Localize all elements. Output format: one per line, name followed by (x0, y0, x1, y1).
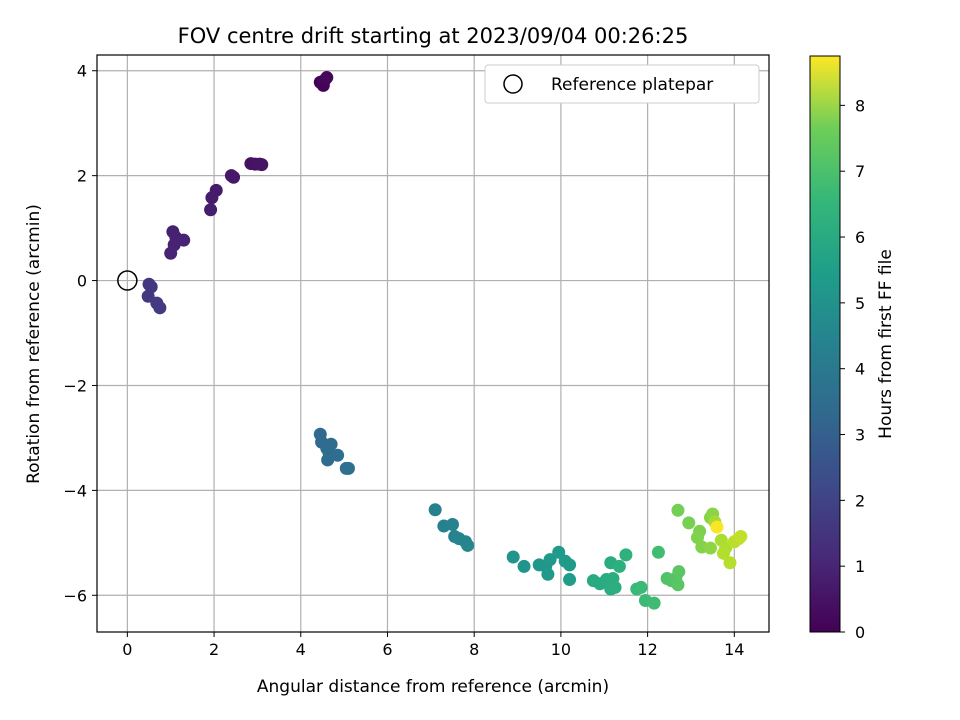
data-point (634, 580, 648, 594)
data-point (153, 301, 167, 315)
chart-title: FOV centre drift starting at 2023/09/04 … (178, 24, 689, 48)
data-point (461, 538, 475, 552)
data-point (647, 596, 661, 610)
y-axis-label: Rotation from reference (arcmin) (24, 204, 44, 484)
x-axis-label: Angular distance from reference (arcmin) (257, 677, 609, 697)
data-point (255, 158, 269, 172)
x-tick-label: 6 (382, 640, 392, 659)
data-point (723, 556, 737, 570)
legend-marker-reference (503, 74, 523, 94)
data-point (682, 516, 696, 530)
colorbar-tick-label: 3 (855, 426, 865, 445)
data-point (204, 203, 218, 217)
data-point (563, 558, 577, 572)
data-point (672, 565, 686, 579)
colorbar-tick-label: 6 (855, 228, 865, 247)
data-point (164, 246, 178, 260)
data-point (619, 548, 633, 562)
data-point (341, 461, 355, 475)
y-axis-ticks: −6 −4 −2 0 2 4 (63, 62, 97, 605)
data-point (428, 503, 442, 517)
x-tick-label: 2 (209, 640, 219, 659)
data-point (608, 580, 622, 594)
grid-lines (97, 55, 769, 632)
colorbar-gradient (809, 55, 841, 633)
data-point (517, 559, 531, 573)
y-tick-label: 4 (77, 62, 87, 81)
data-point (671, 578, 685, 592)
y-tick-label: −4 (63, 481, 87, 500)
y-tick-label: −2 (63, 376, 87, 395)
y-tick-label: 2 (77, 167, 87, 186)
x-tick-label: 14 (724, 640, 744, 659)
data-point (552, 545, 566, 559)
data-point (321, 453, 335, 467)
data-point (205, 191, 219, 205)
data-point (703, 541, 717, 555)
data-points (117, 71, 748, 610)
data-point (320, 71, 334, 85)
data-point (563, 573, 577, 587)
colorbar-tick-label: 7 (855, 162, 865, 181)
reference-platepar-marker (117, 270, 138, 291)
legend-box (484, 64, 760, 104)
data-point (671, 503, 685, 517)
colorbar-tick-label: 8 (855, 96, 865, 115)
plot-frame (96, 54, 770, 633)
legend: Reference platepar (484, 64, 760, 104)
x-tick-label: 8 (469, 640, 479, 659)
x-tick-label: 4 (296, 640, 306, 659)
data-point (331, 448, 345, 462)
x-tick-label: 0 (122, 640, 132, 659)
data-point (446, 517, 460, 531)
x-axis-ticks: 0 2 4 6 8 10 12 14 (122, 632, 744, 659)
colorbar-label: Hours from first FF file (876, 249, 896, 439)
x-tick-label: 10 (551, 640, 571, 659)
y-tick-label: −6 (63, 586, 87, 605)
colorbar-tick-label: 1 (855, 557, 865, 576)
colorbar-ticks: 0 1 2 3 4 5 6 7 8 (840, 96, 865, 642)
data-point (227, 170, 241, 184)
data-point (651, 545, 665, 559)
colorbar-tick-label: 2 (855, 491, 865, 510)
data-point (543, 553, 557, 567)
data-point (612, 559, 626, 573)
data-point (506, 550, 520, 564)
data-point (734, 530, 748, 544)
colorbar-tick-label: 0 (855, 623, 865, 642)
data-point (541, 567, 555, 581)
x-tick-label: 12 (637, 640, 657, 659)
data-point (710, 520, 724, 534)
data-point (716, 546, 730, 560)
colorbar-tick-label: 4 (855, 360, 865, 379)
colorbar: 0 1 2 3 4 5 6 7 8 Hours from first FF file (809, 55, 896, 642)
y-tick-label: 0 (77, 272, 87, 291)
colorbar-tick-label: 5 (855, 294, 865, 313)
legend-label-reference: Reference platepar (551, 75, 713, 95)
